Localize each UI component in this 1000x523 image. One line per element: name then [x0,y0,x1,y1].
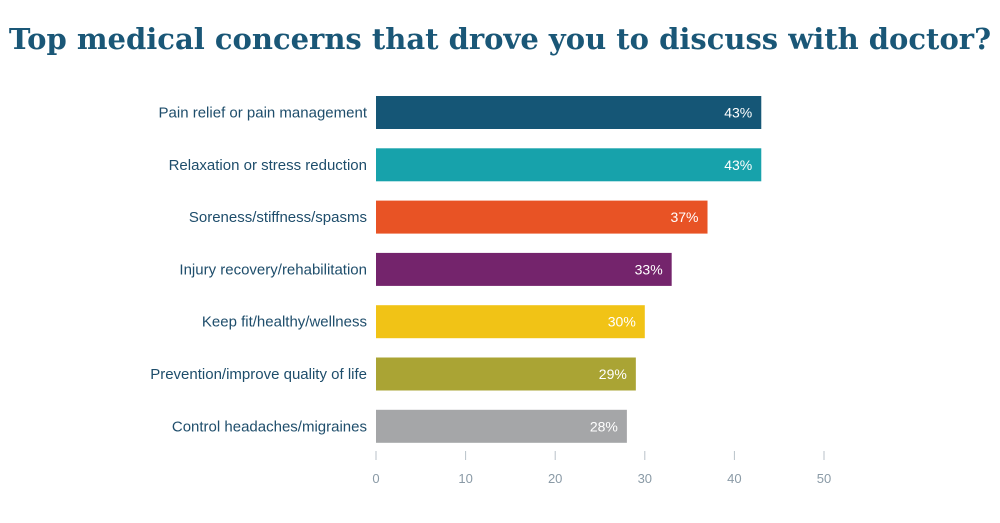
value-label: 37% [670,209,698,225]
value-label: 33% [635,261,663,277]
value-label: 30% [608,314,636,330]
bar-4 [376,252,672,286]
value-label: 43% [724,157,752,173]
value-label: 29% [599,366,627,382]
bar-6 [376,357,636,391]
category-label: Prevention/improve quality of life [150,366,367,383]
category-label: Injury recovery/rehabilitation [179,261,367,278]
x-tick-label: 10 [458,471,472,486]
bar-5 [376,305,645,339]
category-label: Keep fit/healthy/wellness [202,314,367,331]
x-tick-label: 20 [548,471,562,486]
bar-1 [376,96,762,129]
value-label: 28% [590,418,618,434]
bar-3 [376,200,708,234]
bar-7 [376,409,627,443]
category-label: Relaxation or stress reduction [169,157,367,174]
x-tick-label: 40 [727,471,741,486]
category-label: Soreness/stiffness/spasms [189,209,367,226]
chart-title: Top medical concerns that drove you to d… [8,22,992,56]
x-tick-label: 0 [372,471,379,486]
bar-2 [376,148,762,182]
category-label: Control headaches/migraines [172,418,367,435]
x-tick-label: 50 [817,471,831,486]
category-label: Pain relief or pain management [159,105,368,122]
value-label: 43% [724,105,752,121]
x-tick-label: 30 [638,471,652,486]
